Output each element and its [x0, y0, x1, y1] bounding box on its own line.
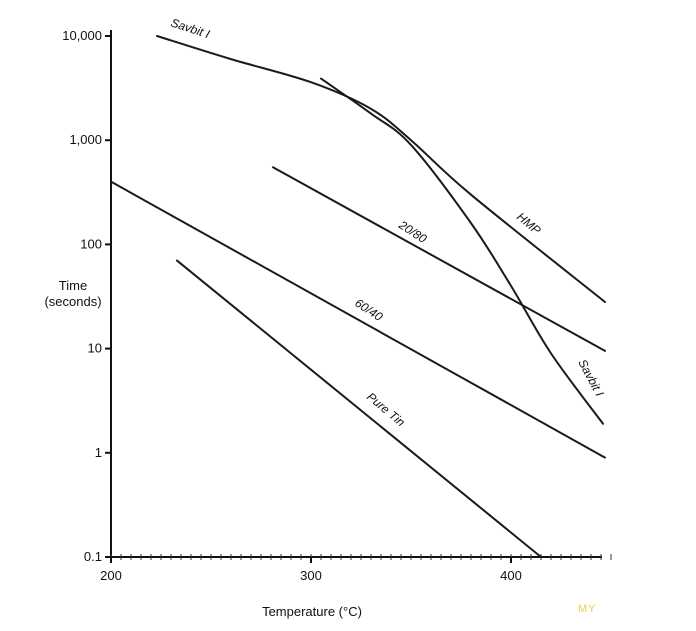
- y-tick-label: 10: [88, 341, 102, 356]
- y-tick-label: 1: [95, 445, 102, 460]
- axes: [110, 30, 612, 560]
- y-tick-label: 1,000: [69, 132, 102, 147]
- x-tick-label: 300: [300, 568, 322, 583]
- series-label-pure-tin: Pure Tin: [364, 390, 408, 430]
- x-axis-title: Temperature (°C): [262, 604, 362, 619]
- y-axis-title-line1: Time: [59, 278, 87, 293]
- y-tick-label: 10,000: [62, 28, 102, 43]
- series-label-20-80: 20/80: [396, 217, 430, 246]
- series-lines: [110, 35, 606, 558]
- series-line-20-80: [272, 166, 606, 352]
- series-label-savbit-i: Savbit I: [169, 16, 212, 42]
- y-tick-label: 100: [80, 236, 102, 251]
- tick-labels: 10,000 1,000 100 10 1 0.1 200 300 400: [62, 28, 522, 583]
- series-line-60-40: [110, 180, 606, 459]
- y-tick-label: 0.1: [84, 549, 102, 564]
- series-line-pure-tin: [176, 259, 542, 558]
- y-axis-title-line2: (seconds): [44, 294, 101, 309]
- series-line-savbit-i: [156, 35, 606, 304]
- x-tick-label: 400: [500, 568, 522, 583]
- watermark: MY: [578, 603, 597, 615]
- x-tick-label: 200: [100, 568, 122, 583]
- series-line-hmp: [320, 77, 604, 425]
